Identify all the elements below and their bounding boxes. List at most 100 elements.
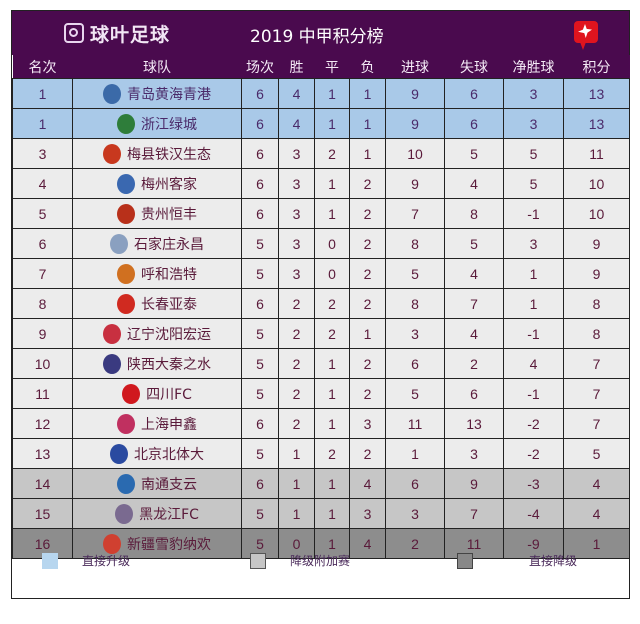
goal-diff-cell: -1 [503,378,564,409]
goals-against-cell: 5 [444,138,504,169]
goal-diff-cell: -2 [503,438,564,469]
losses-cell: 3 [349,408,386,439]
team-cell: 黑龙江FC [72,498,242,529]
team-crest-icon [115,503,134,524]
points-cell: 9 [563,258,630,289]
goal-diff-cell: 3 [503,78,564,109]
goal-diff-cell: 5 [503,168,564,199]
played-cell: 6 [241,198,279,229]
losses-cell: 1 [349,78,386,109]
table-row: 9 辽宁沈阳宏运 5 2 2 1 3 4 -1 8 [12,318,630,349]
draws-cell: 2 [314,318,350,349]
team-crest-icon [110,443,128,464]
col-header-team: 球队 [72,55,242,79]
played-cell: 6 [241,168,279,199]
rank-cell: 10 [12,348,73,379]
col-header-goal-diff: 净胜球 [503,55,564,79]
goals-for-cell: 3 [385,318,445,349]
legend-item-relegation: 直接降级 [457,552,577,569]
col-header-goals-for: 进球 [385,55,445,79]
goal-diff-cell: 3 [503,228,564,259]
wins-cell: 4 [278,78,315,109]
team-crest-icon [117,473,135,494]
team-crest-icon [103,323,121,344]
points-cell: 9 [563,228,630,259]
rank-cell: 9 [12,318,73,349]
standings-card: 球叶足球 2019 中甲积分榜 名次 球队 场次 胜 平 负 进球 失球 净胜球… [11,10,630,599]
table-row: 16 新疆雪豹纳欢 5 0 1 4 2 11 -9 1 [12,528,630,559]
col-header-losses: 负 [349,55,386,79]
goals-for-cell: 5 [385,258,445,289]
wins-cell: 1 [278,498,315,529]
team-name: 上海申鑫 [141,416,197,433]
col-header-played: 场次 [241,55,279,79]
goals-against-cell: 2 [444,348,504,379]
goal-diff-cell: -1 [503,198,564,229]
draws-cell: 1 [314,348,350,379]
legend-item-playoff: 降级附加赛 [250,552,350,569]
played-cell: 5 [241,438,279,469]
team-cell: 辽宁沈阳宏运 [72,318,242,349]
team-cell: 陕西大秦之水 [72,348,242,379]
team-name: 浙江绿城 [141,116,197,133]
goals-for-cell: 9 [385,168,445,199]
losses-cell: 2 [349,228,386,259]
goal-diff-cell: -4 [503,498,564,529]
team-cell: 青岛黄海青港 [72,78,242,109]
team-crest-icon [117,203,135,224]
goals-for-cell: 11 [385,408,445,439]
table-row: 7 呼和浩特 5 3 0 2 5 4 1 9 [12,258,630,289]
rank-cell: 14 [12,468,73,499]
goals-for-cell: 6 [385,348,445,379]
team-crest-icon [122,383,141,404]
played-cell: 6 [241,288,279,319]
losses-cell: 4 [349,468,386,499]
col-header-points: 积分 [563,55,630,79]
team-cell: 北京北体大 [72,438,242,469]
team-cell: 四川FC [72,378,242,409]
played-cell: 5 [241,318,279,349]
points-cell: 7 [563,408,630,439]
rank-cell: 11 [12,378,73,409]
team-crest-icon [117,413,135,434]
losses-cell: 2 [349,438,386,469]
table-row: 4 梅州客家 6 3 1 2 9 4 5 10 [12,168,630,199]
goals-for-cell: 5 [385,378,445,409]
team-name: 四川FC [146,386,192,403]
wins-cell: 2 [278,288,315,319]
goals-against-cell: 5 [444,228,504,259]
col-header-goals-against: 失球 [444,55,504,79]
legend-swatch-relegation [457,552,473,569]
team-crest-icon [103,533,121,554]
table-row: 10 陕西大秦之水 5 2 1 2 6 2 4 7 [12,348,630,379]
rank-cell: 6 [12,228,73,259]
draws-cell: 1 [314,528,350,559]
team-cell: 上海申鑫 [72,408,242,439]
wins-cell: 3 [278,198,315,229]
rank-cell: 1 [12,108,73,139]
team-crest-icon [110,233,128,254]
page-title: 2019 中甲积分榜 [250,27,384,47]
goal-diff-cell: -2 [503,408,564,439]
rank-cell: 3 [12,138,73,169]
draws-cell: 1 [314,168,350,199]
goal-diff-cell: 1 [503,288,564,319]
team-name: 梅县铁汉生态 [127,146,211,163]
wins-cell: 3 [278,258,315,289]
draws-cell: 1 [314,378,350,409]
legend-label: 直接降级 [529,554,578,568]
losses-cell: 2 [349,198,386,229]
draws-cell: 0 [314,258,350,289]
team-name: 南通支云 [141,476,197,493]
star-badge-icon [574,21,598,50]
goal-diff-cell: -1 [503,318,564,349]
losses-cell: 1 [349,108,386,139]
team-crest-icon [117,293,135,314]
legend-label: 直接升级 [82,554,131,568]
losses-cell: 2 [349,348,386,379]
team-name: 呼和浩特 [141,266,197,283]
losses-cell: 2 [349,378,386,409]
goals-for-cell: 9 [385,78,445,109]
table-row: 11 四川FC 5 2 1 2 5 6 -1 7 [12,378,630,409]
team-cell: 长春亚泰 [72,288,242,319]
